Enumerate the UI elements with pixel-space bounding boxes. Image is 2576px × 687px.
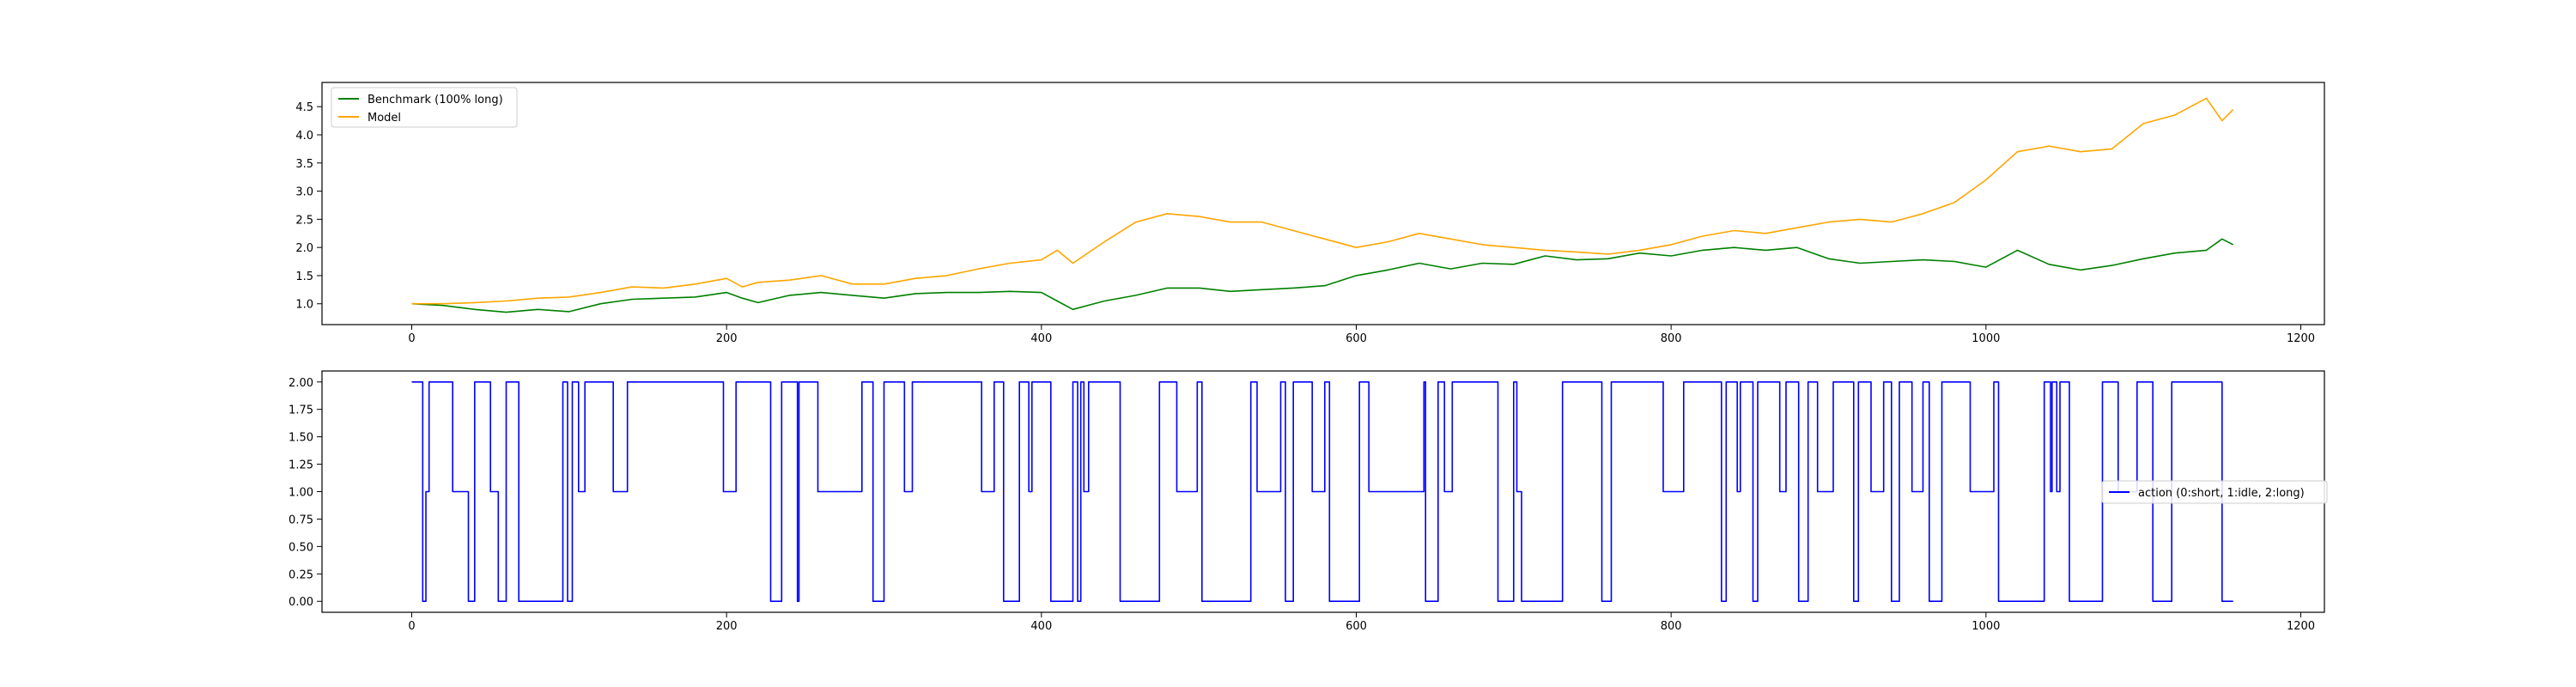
x-tick-label: 0 xyxy=(408,332,415,345)
y-tick-label: 1.25 xyxy=(289,459,313,472)
y-tick-label: 1.75 xyxy=(289,404,313,417)
legend-label-benchmark: Benchmark (100% long) xyxy=(368,94,503,106)
action-legend: action (0:short, 1:idle, 2:long) xyxy=(2101,480,2328,504)
price-legend: Benchmark (100% long) Model xyxy=(331,87,518,128)
y-tick-label: 3.5 xyxy=(295,158,313,171)
y-tick-label: 1.0 xyxy=(295,299,313,312)
x-tick-label: 1000 xyxy=(1971,620,2000,633)
y-tick-label: 4.0 xyxy=(295,130,313,143)
y-tick-label: 4.5 xyxy=(295,101,313,114)
price-axes-frame xyxy=(321,82,2325,325)
y-tick-label: 2.5 xyxy=(295,214,313,227)
action-y-axis: 0.00 0.25 0.50 0.75 1.00 1.25 1.50 1.75 2.00 xyxy=(289,377,322,609)
action-x-axis: 0 200 400 600 800 1000 1200 xyxy=(408,612,2315,633)
x-tick-label: 400 xyxy=(1030,620,1052,633)
legend-label-model: Model xyxy=(368,112,401,125)
price-panel: 1.0 1.5 2.0 2.5 3.0 3.5 4.0 4.5 0 200 400 600 800 10… xyxy=(295,82,2325,345)
price-x-axis: 0 200 400 600 800 1000 1200 xyxy=(408,325,2315,345)
action-plot-lines xyxy=(411,380,2233,603)
y-tick-label: 1.00 xyxy=(289,487,313,500)
y-tick-label: 1.5 xyxy=(295,271,313,283)
price-plot-lines xyxy=(411,97,2234,313)
x-tick-label: 600 xyxy=(1346,332,1367,345)
x-tick-label: 800 xyxy=(1661,332,1682,345)
price-y-axis: 1.0 1.5 2.0 2.5 3.0 3.5 4.0 4.5 xyxy=(295,101,322,312)
x-tick-label: 200 xyxy=(716,620,738,633)
action-legend-box xyxy=(2101,480,2328,504)
y-tick-label: 3.0 xyxy=(295,186,313,199)
x-tick-label: 600 xyxy=(1346,620,1367,633)
y-tick-label: 0.00 xyxy=(289,596,313,609)
x-tick-label: 1000 xyxy=(1971,332,2000,345)
x-tick-label: 400 xyxy=(1030,332,1052,345)
y-tick-label: 0.25 xyxy=(289,568,313,581)
legend-label-action: action (0:short, 1:idle, 2:long) xyxy=(2138,487,2305,500)
y-tick-label: 2.0 xyxy=(295,242,313,255)
series-line-model xyxy=(411,97,2234,305)
price-legend-box xyxy=(331,87,518,128)
y-tick-label: 1.50 xyxy=(289,432,313,445)
x-tick-label: 800 xyxy=(1661,620,1682,633)
x-tick-label: 0 xyxy=(408,620,415,633)
y-tick-label: 2.00 xyxy=(289,377,313,390)
x-tick-label: 1200 xyxy=(2287,620,2315,633)
y-tick-label: 0.50 xyxy=(289,541,313,554)
y-tick-label: 0.75 xyxy=(289,514,313,526)
x-tick-label: 200 xyxy=(716,332,738,345)
action-panel: 0.00 0.25 0.50 0.75 1.00 1.25 1.50 1.75 2.00 0 20… xyxy=(289,370,2328,633)
series-line-benchmark-100-long xyxy=(411,238,2234,313)
series-line-action-0-short-1-idle-2-long xyxy=(411,380,2233,603)
x-tick-label: 1200 xyxy=(2287,332,2315,345)
